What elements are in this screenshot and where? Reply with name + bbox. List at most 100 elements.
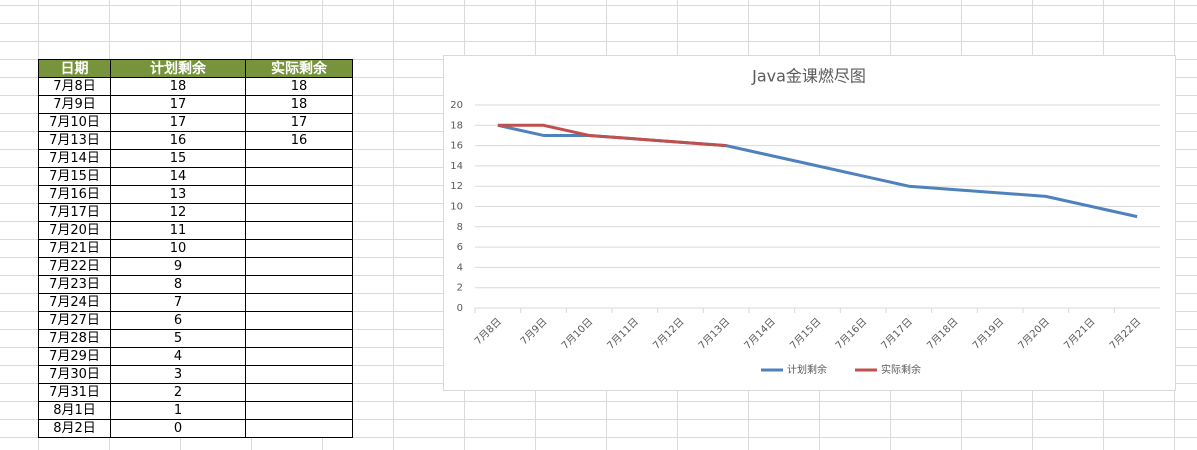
table-cell [245,401,353,420]
table-cell: 7月14日 [38,149,111,168]
table-row: 7月17日 12 [38,203,353,222]
table-cell: 13 [110,185,246,204]
table-cell: 7月28日 [38,329,111,348]
table-cell: 7月8日 [38,77,111,96]
table-cell: 7月10日 [38,113,111,132]
table-cell: 4 [110,347,246,366]
chart-frame [443,55,1176,391]
table-row: 7月28日 5 [38,329,353,348]
table-cell [245,293,353,312]
y-tick-label: 10 [450,202,463,213]
y-tick-label: 20 [450,100,463,111]
table-row: 7月10日 17 17 [38,113,353,132]
table-cell: 14 [110,167,246,186]
table-row: 8月1日 1 [38,401,353,420]
table-cell: 18 [110,77,246,96]
table-row: 7月8日 18 18 [38,77,353,96]
y-tick-label: 2 [457,283,463,294]
table-cell: 7月30日 [38,365,111,384]
table-cell [245,329,353,348]
table-cell [245,167,353,186]
table-row: 7月29日 4 [38,347,353,366]
table-cell [245,185,353,204]
table-row: 7月14日 15 [38,149,353,168]
table-cell: 8月2日 [38,419,111,438]
table-cell: 12 [110,203,246,222]
table-cell [245,365,353,384]
table-cell: 7月29日 [38,347,111,366]
table-cell: 17 [110,113,246,132]
series-line [497,123,1138,219]
table-cell: 7 [110,293,246,312]
series-line [497,123,727,148]
y-tick-label: 6 [457,242,463,253]
header-cell: 日期 [38,59,111,78]
table-cell [245,239,353,258]
table-cell [245,347,353,366]
table-row: 7月21日 10 [38,239,353,258]
table-cell: 3 [110,365,246,384]
y-tick-label: 4 [457,262,463,273]
table-cell [245,149,353,168]
table-cell [245,383,353,402]
table-cell: 10 [110,239,246,258]
table-row: 8月2日 0 [38,419,353,438]
y-tick-label: 14 [450,161,463,172]
table-cell: 7月17日 [38,203,111,222]
table-cell: 7月31日 [38,383,111,402]
table-cell: 1 [110,401,246,420]
table-cell: 18 [245,77,353,96]
table-cell: 9 [110,257,246,276]
table-cell: 17 [110,95,246,114]
table-cell: 7月27日 [38,311,111,330]
table-cell: 11 [110,221,246,240]
table-row: 7月9日 17 18 [38,95,353,114]
table-cell: 7月15日 [38,167,111,186]
table-row: 7月22日 9 [38,257,353,276]
table-cell: 8 [110,275,246,294]
table-cell [245,203,353,222]
table-cell: 15 [110,149,246,168]
table-cell: 7月9日 [38,95,111,114]
data-table: 日期 计划剩余 实际剩余 7月8日 18 18 7月9日 17 18 7月10日 17 17 7月13… [38,59,353,438]
header-cell: 计划剩余 [110,59,246,78]
legend-label: 实际剩余 [881,363,921,376]
table-row: 7月13日 16 16 [38,131,353,150]
table-row: 7月27日 6 [38,311,353,330]
table-cell [245,221,353,240]
table-cell [245,257,353,276]
table-cell: 17 [245,113,353,132]
y-tick-label: 16 [450,141,463,152]
header-cell: 实际剩余 [245,59,353,78]
table-cell: 7月22日 [38,257,111,276]
table-cell: 5 [110,329,246,348]
table-cell: 16 [110,131,246,150]
y-tick-label: 18 [450,120,463,131]
table-cell: 7月21日 [38,239,111,258]
table-cell: 7月13日 [38,131,111,150]
table-row: 7月15日 14 [38,167,353,186]
legend-label: 计划剩余 [787,363,827,376]
table-cell [245,275,353,294]
y-tick-label: 12 [450,181,463,192]
table-row: 7月20日 11 [38,221,353,240]
chart-title: Java金课燃尽图 [751,67,866,86]
table-cell: 7月16日 [38,185,111,204]
table-row: 7月30日 3 [38,365,353,384]
table-cell: 16 [245,131,353,150]
table-cell: 0 [110,419,246,438]
table-cell [245,311,353,330]
table-row: 7月23日 8 [38,275,353,294]
table-cell: 7月23日 [38,275,111,294]
table-row: 7月31日 2 [38,383,353,402]
table-cell: 7月24日 [38,293,111,312]
table-cell: 6 [110,311,246,330]
table-cell: 2 [110,383,246,402]
y-tick-label: 8 [457,222,463,233]
table-cell [245,419,353,438]
y-tick-label: 0 [457,303,463,314]
table-row: 7月16日 13 [38,185,353,204]
table-cell: 8月1日 [38,401,111,420]
